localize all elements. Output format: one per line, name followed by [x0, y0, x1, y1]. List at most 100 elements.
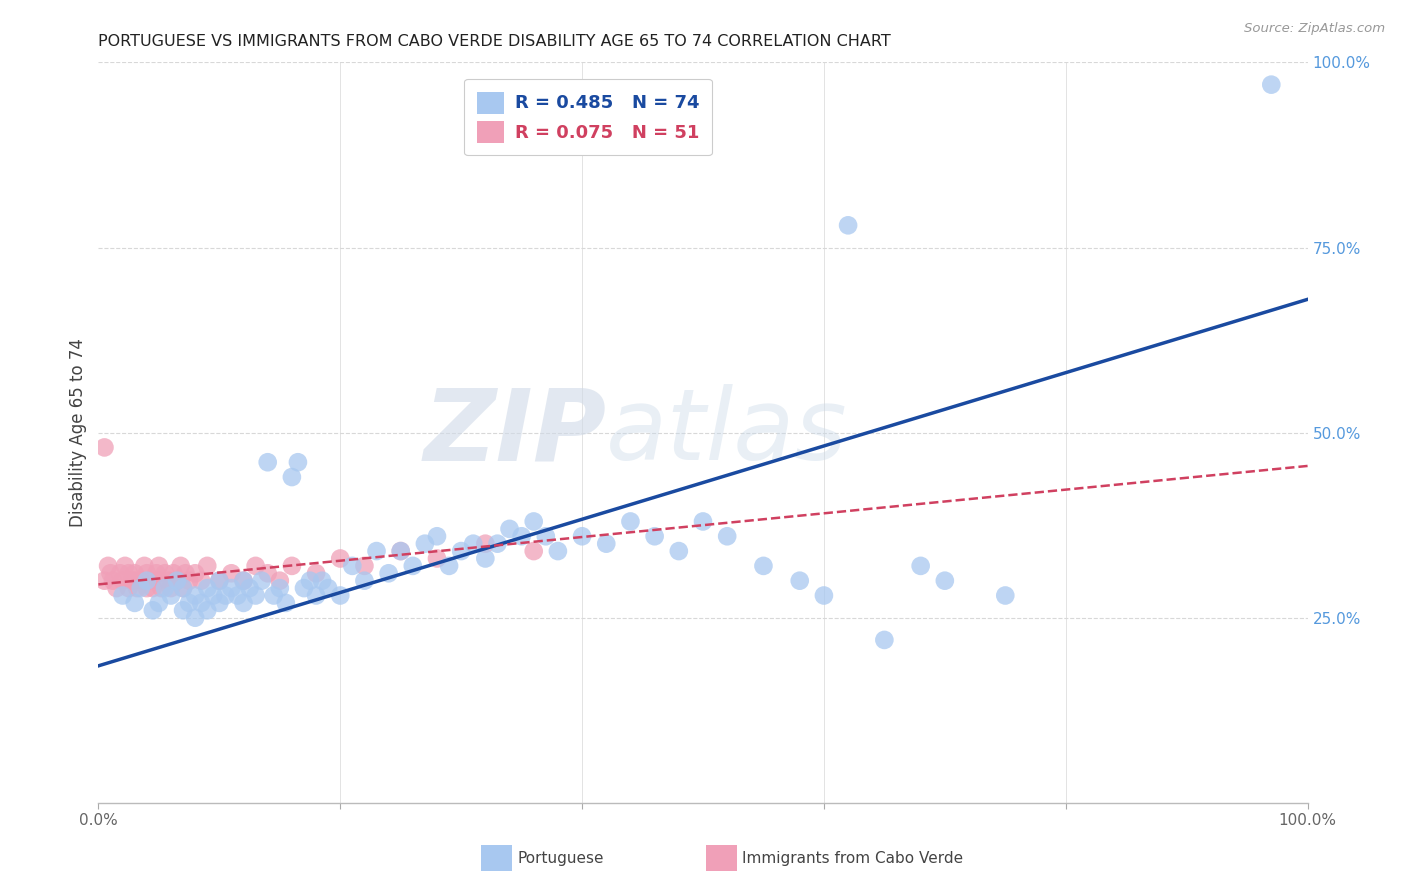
Point — [184, 589, 207, 603]
Point — [208, 596, 231, 610]
Point — [135, 581, 157, 595]
Point — [172, 581, 194, 595]
Point — [752, 558, 775, 573]
Point — [214, 589, 236, 603]
Point — [172, 603, 194, 617]
Point — [179, 574, 201, 588]
Point — [190, 574, 212, 588]
Point — [195, 558, 218, 573]
Text: Portuguese: Portuguese — [517, 851, 605, 865]
Point — [245, 589, 267, 603]
Point — [256, 455, 278, 469]
Point — [498, 522, 520, 536]
Point — [93, 441, 115, 455]
Point — [263, 589, 285, 603]
Point — [157, 574, 180, 588]
Point — [547, 544, 569, 558]
Point — [111, 574, 134, 588]
Point — [150, 581, 173, 595]
Point — [873, 632, 896, 647]
Point — [311, 574, 333, 588]
Point — [426, 529, 449, 543]
Point — [463, 536, 485, 550]
Point — [450, 544, 472, 558]
Point — [486, 536, 509, 550]
Point — [994, 589, 1017, 603]
Point — [250, 574, 273, 588]
Point — [179, 596, 201, 610]
Point — [166, 574, 188, 588]
Legend: R = 0.485   N = 74, R = 0.075   N = 51: R = 0.485 N = 74, R = 0.075 N = 51 — [464, 78, 711, 155]
Point — [221, 566, 243, 581]
Point — [281, 470, 304, 484]
Point — [138, 574, 160, 588]
Text: Immigrants from Cabo Verde: Immigrants from Cabo Verde — [742, 851, 963, 865]
Point — [121, 574, 143, 588]
Point — [142, 581, 165, 595]
Point — [342, 558, 364, 573]
Point — [195, 603, 218, 617]
Point — [523, 515, 546, 529]
Point — [118, 566, 141, 581]
Point — [226, 589, 249, 603]
Point — [256, 566, 278, 581]
Point — [389, 544, 412, 558]
Point — [174, 566, 197, 581]
Point — [148, 574, 170, 588]
Point — [108, 566, 131, 581]
Point — [153, 566, 176, 581]
Point — [644, 529, 666, 543]
Point — [221, 581, 243, 595]
Point — [1260, 78, 1282, 92]
Y-axis label: Disability Age 65 to 74: Disability Age 65 to 74 — [69, 338, 87, 527]
Point — [534, 529, 557, 543]
Point — [329, 551, 352, 566]
Point — [402, 558, 425, 573]
Text: Source: ZipAtlas.com: Source: ZipAtlas.com — [1244, 22, 1385, 36]
Point — [195, 581, 218, 595]
Point — [129, 574, 152, 588]
Point — [160, 581, 183, 595]
Point — [124, 596, 146, 610]
Point — [232, 596, 254, 610]
Point — [208, 574, 231, 588]
Point — [716, 529, 738, 543]
Point — [111, 589, 134, 603]
Text: atlas: atlas — [606, 384, 848, 481]
Point — [299, 574, 322, 588]
Point — [145, 566, 167, 581]
Point — [668, 544, 690, 558]
Text: ZIP: ZIP — [423, 384, 606, 481]
Point — [281, 558, 304, 573]
Point — [160, 589, 183, 603]
Point — [232, 574, 254, 588]
Point — [377, 566, 399, 581]
Point — [571, 529, 593, 543]
Point — [105, 581, 128, 595]
Point — [135, 574, 157, 588]
Point — [510, 529, 533, 543]
Point — [245, 558, 267, 573]
Point — [910, 558, 932, 573]
Point — [190, 596, 212, 610]
Point — [169, 558, 191, 573]
Point — [148, 558, 170, 573]
Point — [114, 558, 136, 573]
Point — [269, 574, 291, 588]
Point — [101, 574, 124, 588]
Point — [127, 581, 149, 595]
Text: PORTUGUESE VS IMMIGRANTS FROM CABO VERDE DISABILITY AGE 65 TO 74 CORRELATION CHA: PORTUGUESE VS IMMIGRANTS FROM CABO VERDE… — [98, 34, 891, 49]
Point — [934, 574, 956, 588]
Point — [162, 566, 184, 581]
Point — [305, 589, 328, 603]
Point — [239, 581, 262, 595]
Point — [274, 596, 297, 610]
Point — [93, 574, 115, 588]
Point — [97, 558, 120, 573]
Point — [329, 589, 352, 603]
Point — [692, 515, 714, 529]
Point — [118, 581, 141, 595]
Point — [789, 574, 811, 588]
Point — [292, 581, 315, 595]
Point — [474, 536, 496, 550]
